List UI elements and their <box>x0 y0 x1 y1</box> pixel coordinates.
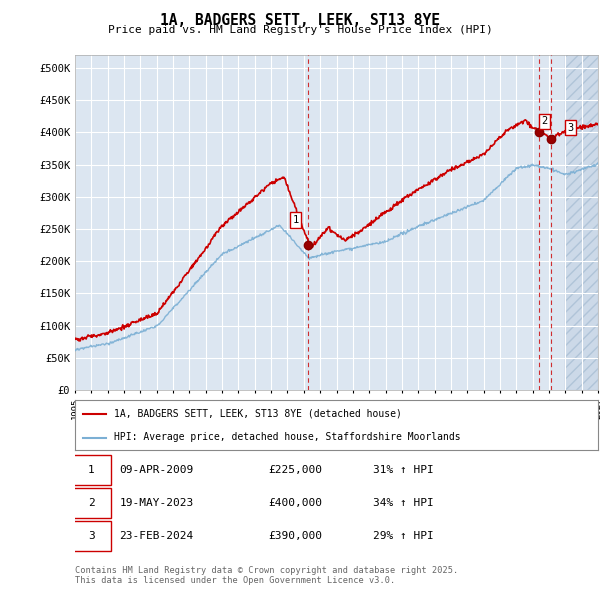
Text: 19-MAY-2023: 19-MAY-2023 <box>119 498 194 508</box>
FancyBboxPatch shape <box>72 521 111 551</box>
Text: 31% ↑ HPI: 31% ↑ HPI <box>373 465 434 475</box>
Text: 3: 3 <box>568 123 574 133</box>
Text: 3: 3 <box>88 531 95 541</box>
Text: 2: 2 <box>541 116 548 126</box>
Text: 09-APR-2009: 09-APR-2009 <box>119 465 194 475</box>
Text: Price paid vs. HM Land Registry's House Price Index (HPI): Price paid vs. HM Land Registry's House … <box>107 25 493 35</box>
Text: £400,000: £400,000 <box>269 498 323 508</box>
FancyBboxPatch shape <box>72 455 111 485</box>
Text: £390,000: £390,000 <box>269 531 323 541</box>
Text: 1: 1 <box>293 215 299 225</box>
Text: £225,000: £225,000 <box>269 465 323 475</box>
Text: 34% ↑ HPI: 34% ↑ HPI <box>373 498 434 508</box>
Text: Contains HM Land Registry data © Crown copyright and database right 2025.
This d: Contains HM Land Registry data © Crown c… <box>75 566 458 585</box>
Bar <box>565 55 598 390</box>
Text: 1: 1 <box>88 465 95 475</box>
Text: 1A, BADGERS SETT, LEEK, ST13 8YE: 1A, BADGERS SETT, LEEK, ST13 8YE <box>160 13 440 28</box>
FancyBboxPatch shape <box>72 488 111 518</box>
Bar <box>565 55 598 390</box>
Text: 29% ↑ HPI: 29% ↑ HPI <box>373 531 434 541</box>
Text: 2: 2 <box>88 498 95 508</box>
Text: 1A, BADGERS SETT, LEEK, ST13 8YE (detached house): 1A, BADGERS SETT, LEEK, ST13 8YE (detach… <box>114 409 402 419</box>
Text: 23-FEB-2024: 23-FEB-2024 <box>119 531 194 541</box>
Text: HPI: Average price, detached house, Staffordshire Moorlands: HPI: Average price, detached house, Staf… <box>114 432 461 442</box>
